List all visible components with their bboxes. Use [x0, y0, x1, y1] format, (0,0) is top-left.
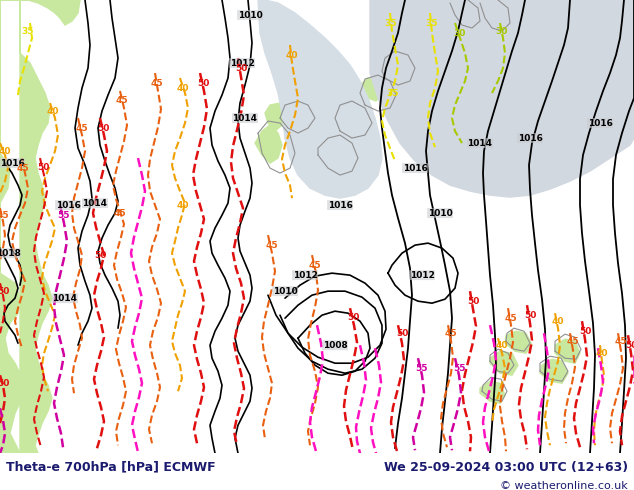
- Text: 45: 45: [266, 241, 278, 249]
- Text: 50: 50: [625, 341, 634, 350]
- Text: © weatheronline.co.uk: © weatheronline.co.uk: [500, 481, 628, 490]
- Text: 40: 40: [552, 317, 564, 326]
- Text: 1016: 1016: [403, 164, 427, 172]
- Polygon shape: [20, 0, 52, 453]
- Polygon shape: [258, 0, 382, 198]
- Text: 1014: 1014: [53, 294, 77, 303]
- Text: 40: 40: [286, 50, 298, 59]
- Text: 45: 45: [444, 329, 457, 338]
- Text: We 25-09-2024 03:00 UTC (12+63): We 25-09-2024 03:00 UTC (12+63): [384, 461, 628, 474]
- Text: 45: 45: [0, 211, 10, 220]
- Text: 1014: 1014: [233, 114, 257, 122]
- Polygon shape: [336, 115, 360, 138]
- Text: 50: 50: [396, 329, 408, 338]
- Polygon shape: [490, 351, 518, 375]
- Text: 55: 55: [57, 211, 69, 220]
- Text: 40: 40: [0, 147, 11, 156]
- Text: 45: 45: [151, 78, 164, 88]
- Polygon shape: [505, 331, 532, 353]
- Text: 50: 50: [0, 379, 9, 388]
- Text: 35: 35: [426, 19, 438, 27]
- Text: 1010: 1010: [273, 287, 297, 295]
- Text: 50: 50: [467, 296, 479, 306]
- Text: 45: 45: [75, 123, 88, 133]
- Text: 1016: 1016: [0, 159, 25, 168]
- Text: 40: 40: [596, 349, 608, 358]
- Text: 1016: 1016: [588, 119, 612, 127]
- Text: 45: 45: [505, 314, 517, 323]
- Text: 1012: 1012: [230, 58, 254, 68]
- Text: 50: 50: [0, 287, 9, 295]
- Text: 1014: 1014: [467, 139, 493, 147]
- Text: 50: 50: [37, 163, 49, 172]
- Polygon shape: [358, 78, 382, 101]
- Text: 55: 55: [416, 364, 428, 373]
- Text: 50: 50: [197, 78, 209, 88]
- Text: 40: 40: [177, 200, 190, 210]
- Text: 45: 45: [115, 96, 128, 104]
- Text: 40: 40: [496, 341, 508, 350]
- Text: 1018: 1018: [0, 248, 20, 258]
- Text: 30: 30: [496, 26, 508, 35]
- Polygon shape: [440, 0, 465, 15]
- Text: 35: 35: [385, 19, 398, 27]
- Text: 1012: 1012: [410, 270, 434, 280]
- Text: 30: 30: [454, 28, 466, 38]
- Text: 40: 40: [47, 106, 59, 116]
- Text: 1010: 1010: [427, 209, 453, 218]
- Text: 45: 45: [113, 209, 126, 218]
- Polygon shape: [0, 0, 80, 25]
- Text: 50: 50: [97, 123, 109, 133]
- Polygon shape: [348, 95, 372, 118]
- Polygon shape: [395, 21, 425, 45]
- Text: 1010: 1010: [238, 10, 262, 20]
- Text: 1012: 1012: [292, 270, 318, 280]
- Text: 1008: 1008: [323, 341, 347, 350]
- Text: 55: 55: [453, 364, 465, 373]
- Polygon shape: [475, 0, 502, 21]
- Text: Theta-e 700hPa [hPa] ECMWF: Theta-e 700hPa [hPa] ECMWF: [6, 461, 216, 474]
- Polygon shape: [320, 131, 344, 155]
- Polygon shape: [540, 359, 568, 383]
- Text: 50: 50: [524, 311, 536, 319]
- Text: 35: 35: [387, 89, 399, 98]
- Polygon shape: [308, 151, 332, 175]
- Polygon shape: [370, 0, 634, 197]
- Text: 50: 50: [235, 64, 247, 73]
- Text: 1016: 1016: [517, 134, 543, 143]
- Polygon shape: [265, 103, 285, 131]
- Polygon shape: [255, 125, 282, 163]
- Text: 50: 50: [94, 251, 106, 260]
- Polygon shape: [60, 0, 80, 13]
- Text: 45: 45: [615, 337, 627, 345]
- Text: 1014: 1014: [82, 198, 108, 208]
- Text: 50: 50: [579, 327, 591, 336]
- Text: 45: 45: [16, 164, 29, 172]
- Text: 1016: 1016: [328, 200, 353, 210]
- Polygon shape: [480, 381, 505, 403]
- Text: 35: 35: [22, 26, 34, 35]
- Text: 45: 45: [567, 337, 579, 345]
- Text: 40: 40: [177, 84, 190, 93]
- Polygon shape: [0, 0, 25, 453]
- Text: 45: 45: [309, 261, 321, 270]
- Polygon shape: [555, 339, 580, 363]
- Text: 50: 50: [347, 313, 359, 321]
- Text: 1016: 1016: [56, 200, 81, 210]
